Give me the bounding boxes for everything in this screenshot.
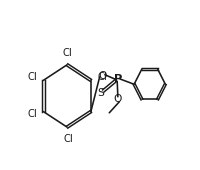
Text: O: O (98, 71, 106, 81)
Text: O: O (114, 94, 122, 104)
Text: Cl: Cl (63, 134, 73, 144)
Text: S: S (97, 88, 104, 98)
Text: Cl: Cl (97, 72, 107, 82)
Text: Cl: Cl (27, 109, 37, 119)
Text: Cl: Cl (27, 72, 37, 82)
Text: P: P (114, 74, 122, 84)
Text: Cl: Cl (62, 48, 72, 58)
